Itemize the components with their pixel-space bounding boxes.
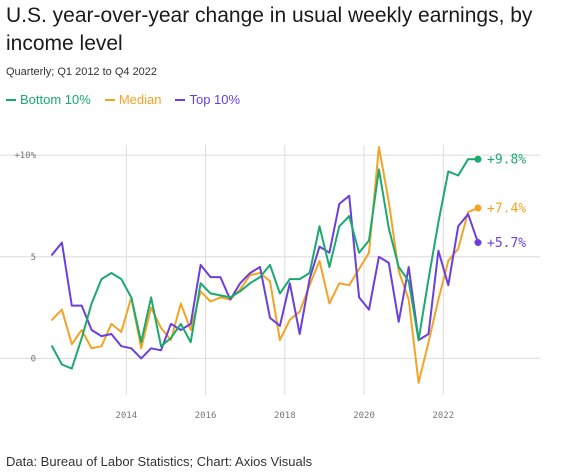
legend-label-top: Top 10% bbox=[189, 92, 241, 107]
y-tick-label: 0 bbox=[31, 354, 36, 364]
legend-item-median: Median bbox=[104, 92, 162, 107]
end-value-label-1: +7.4% bbox=[487, 202, 526, 217]
chart-subtitle: Quarterly; Q1 2012 to Q4 2022 bbox=[6, 66, 158, 78]
legend-item-bottom: Bottom 10% bbox=[6, 92, 91, 107]
legend-label-median: Median bbox=[118, 92, 162, 107]
x-tick-label: 2014 bbox=[115, 411, 137, 421]
series-line-0 bbox=[51, 158, 479, 370]
source-note: Data: Bureau of Labor Statistics; Chart:… bbox=[6, 454, 313, 469]
series-line-2 bbox=[51, 194, 479, 360]
end-point-0 bbox=[474, 155, 482, 163]
series-lines bbox=[51, 146, 479, 384]
y-tick-label: 5 bbox=[31, 253, 36, 263]
axis-ticks: +10% 5 0 2014 2016 2018 2020 2022 bbox=[14, 151, 454, 421]
legend-swatch-median bbox=[104, 98, 115, 101]
end-value-label-0: +9.8% bbox=[487, 153, 526, 168]
end-point-1 bbox=[474, 204, 482, 212]
x-tick-label: 2018 bbox=[274, 411, 296, 421]
end-point-2 bbox=[474, 239, 482, 247]
x-tick-label: 2020 bbox=[353, 411, 375, 421]
legend-label-bottom: Bottom 10% bbox=[20, 92, 91, 107]
end-markers: +9.8% +7.4% +5.7% bbox=[474, 153, 526, 251]
grid bbox=[0, 145, 540, 395]
end-value-label-2: +5.7% bbox=[487, 236, 526, 251]
chart-title: U.S. year-over-year change in usual week… bbox=[6, 4, 533, 55]
legend: Bottom 10% Median Top 10% bbox=[6, 92, 240, 107]
y-tick-label: +10% bbox=[14, 151, 36, 161]
legend-swatch-top bbox=[175, 98, 186, 101]
x-tick-label: 2022 bbox=[432, 411, 454, 421]
series-line-1 bbox=[51, 146, 479, 384]
legend-swatch-bottom bbox=[6, 98, 16, 101]
x-tick-label: 2016 bbox=[195, 411, 217, 421]
legend-item-top: Top 10% bbox=[175, 92, 240, 107]
